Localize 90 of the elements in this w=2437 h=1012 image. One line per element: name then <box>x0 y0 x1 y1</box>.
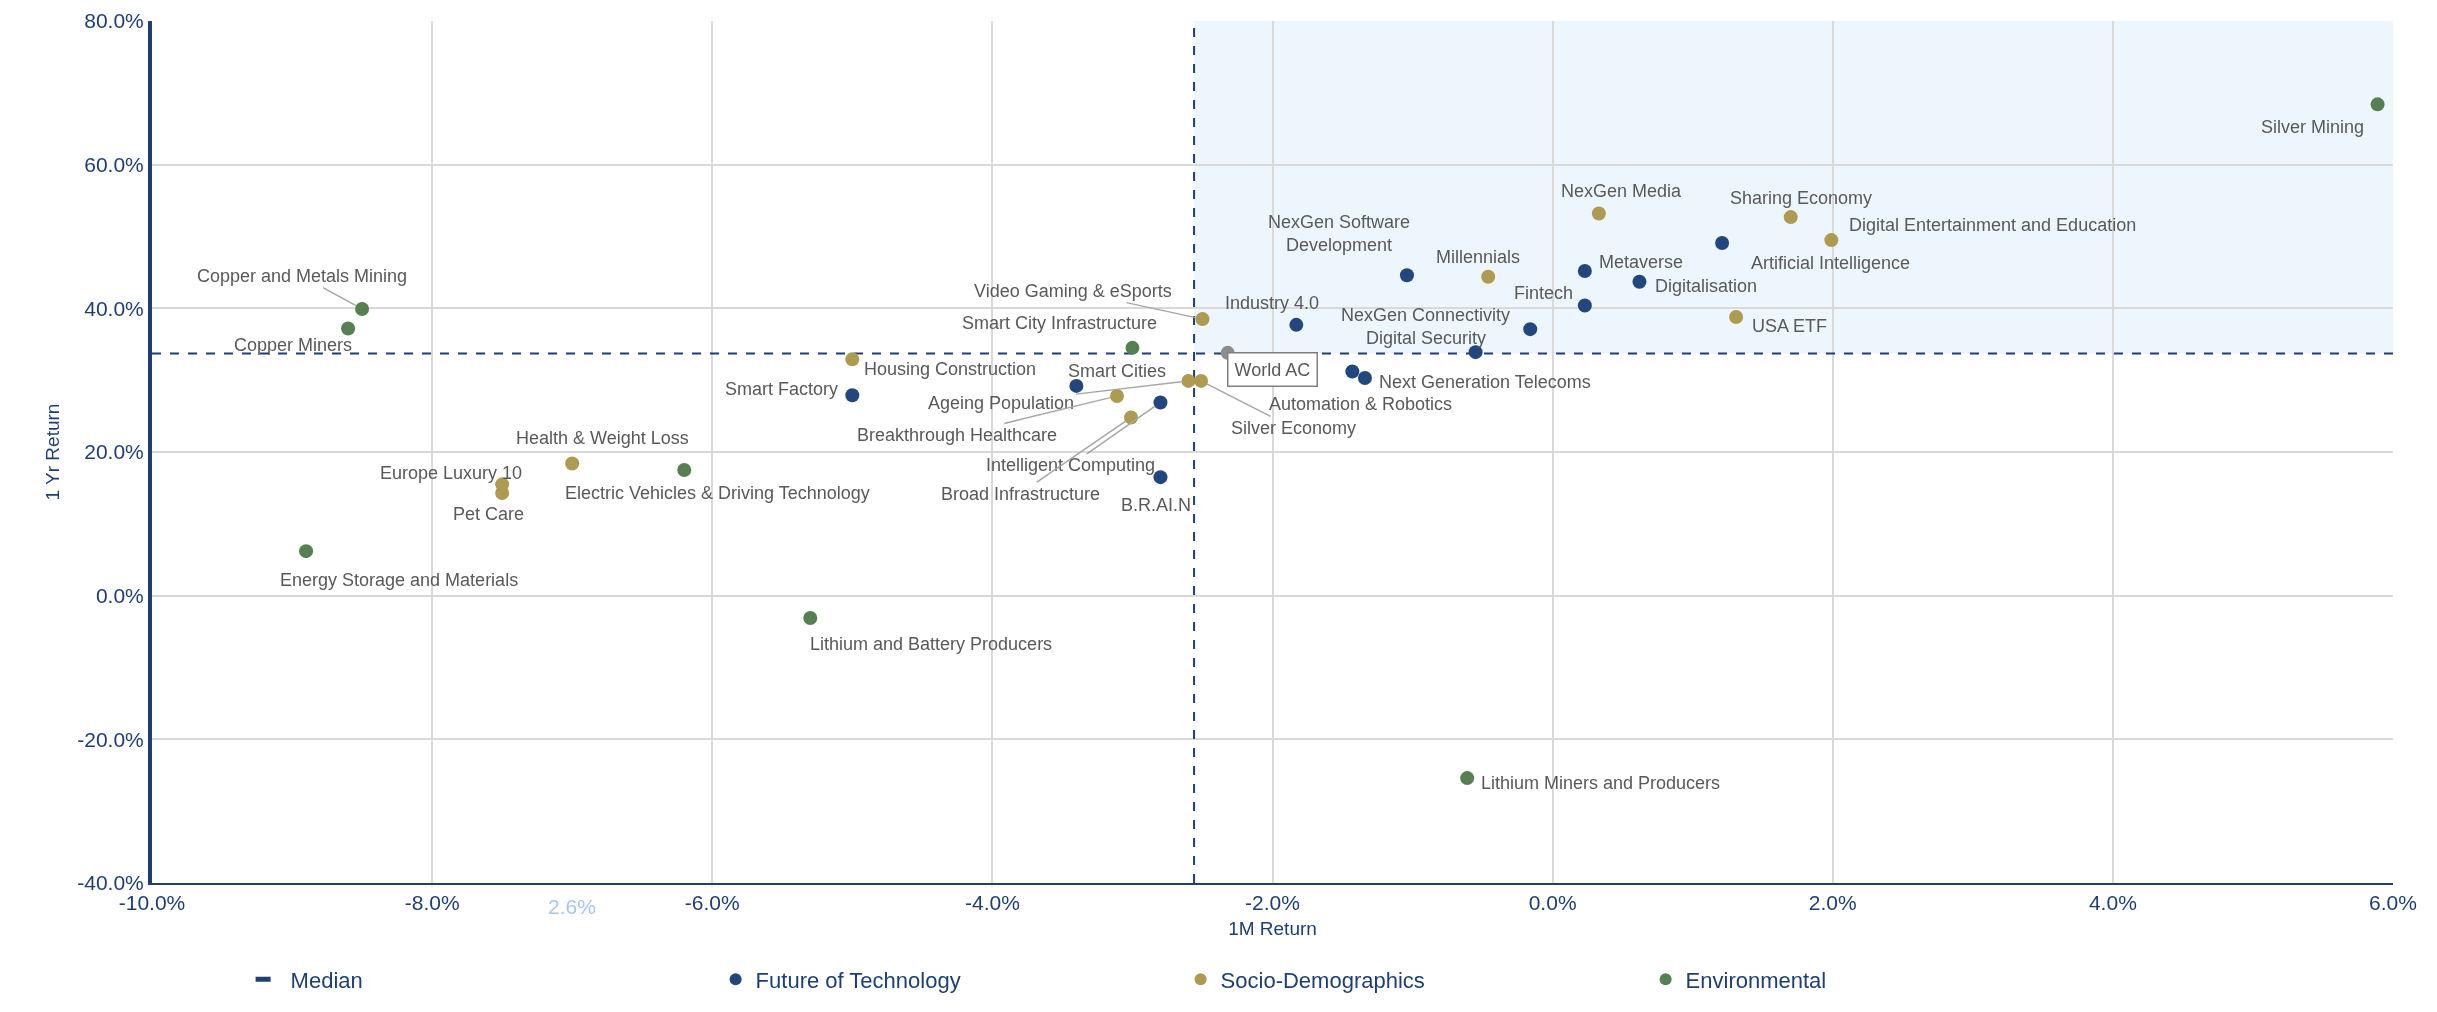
data-label: NexGen Media <box>1561 181 1683 201</box>
x-tick-label: -6.0% <box>684 891 740 915</box>
y-tick-label: 80.0% <box>84 9 144 33</box>
data-label: Intelligent Computing <box>986 455 1156 475</box>
data-label: Health & Weight Loss <box>516 428 689 448</box>
point <box>341 321 356 336</box>
point <box>1715 235 1730 250</box>
data-label: World AC <box>1234 359 1311 380</box>
point <box>355 302 370 317</box>
point <box>2370 97 2385 112</box>
point <box>677 462 692 477</box>
point <box>299 544 314 559</box>
y-tick-label: 40.0% <box>84 296 144 320</box>
legend-label: Socio-Demographics <box>1220 967 1425 993</box>
point <box>845 352 860 367</box>
y-tick-label: 60.0% <box>84 153 144 177</box>
legend-label: Environmental <box>1685 967 1827 993</box>
data-label: USA ETF <box>1752 316 1828 336</box>
point <box>1824 233 1839 248</box>
point <box>1195 312 1210 327</box>
point <box>1577 263 1592 278</box>
data-label: NexGen Connectivity <box>1341 305 1511 325</box>
data-label: Breakthrough Healthcare <box>857 425 1058 445</box>
point <box>1357 371 1372 385</box>
x-tick-label: 2.0% <box>1808 891 1857 915</box>
data-label: Broad Infrastructure <box>941 484 1101 504</box>
point <box>1345 364 1360 379</box>
point <box>1125 340 1140 355</box>
point <box>1729 309 1744 324</box>
data-label: Millennials <box>1436 247 1521 267</box>
legend-label: Median <box>290 967 363 993</box>
point <box>1110 388 1125 403</box>
data-label: Metaverse <box>1599 252 1684 272</box>
point <box>1632 274 1647 289</box>
point <box>1399 268 1414 283</box>
y-axis-title: 1 Yr Return <box>41 403 63 501</box>
data-label: Smart City Infrastructure <box>962 313 1158 333</box>
data-label: Digital Entertainment and Education <box>1849 215 2137 235</box>
x-tick-label: 4.0% <box>2088 891 2137 915</box>
data-label: Fintech <box>1514 283 1574 303</box>
data-label: Lithium Miners and Producers <box>1481 773 1721 793</box>
point <box>1289 317 1304 332</box>
y-tick-label: 20.0% <box>84 440 144 464</box>
text: 2.6% <box>548 895 596 918</box>
data-label: Digitalisation <box>1655 276 1758 296</box>
data-label: Electric Vehicles & Driving Technology <box>565 483 870 503</box>
data-label: Smart Factory <box>725 379 839 399</box>
point <box>1481 269 1496 284</box>
data-label: Smart Cities <box>1068 361 1167 381</box>
data-label: Video Gaming & eSports <box>974 281 1172 301</box>
point <box>565 456 580 471</box>
data-label: Sharing Economy <box>1730 188 1873 208</box>
x-axis-title: 1M Return <box>1228 917 1317 939</box>
data-label: Lithium and Battery Producers <box>810 634 1053 654</box>
x-tick-label: -2.0% <box>1245 891 1300 915</box>
data-label: Pet Care <box>453 504 525 524</box>
point <box>1460 771 1475 786</box>
data-label: Ageing Population <box>928 393 1075 413</box>
data-label: Europe Luxury 10 <box>380 463 523 483</box>
data-label: Housing Construction <box>864 359 1037 379</box>
data-label: Automation & Robotics <box>1269 394 1453 414</box>
x-tick-label: 0.0% <box>1528 891 1577 915</box>
data-label: Energy Storage and Materials <box>280 570 519 590</box>
data-label: B.R.AI.N <box>1121 495 1192 515</box>
x-tick-label: -4.0% <box>964 891 1020 915</box>
data-label: Digital Security <box>1366 328 1487 348</box>
x-tick-label: -8.0% <box>404 891 460 915</box>
point <box>1523 322 1538 337</box>
point <box>1181 373 1196 388</box>
y-tick-label: 0.0% <box>95 584 144 608</box>
y-tick-label: -20.0% <box>77 727 144 751</box>
point <box>1783 210 1798 225</box>
point <box>1591 206 1606 221</box>
x-tick-label: 6.0% <box>2369 891 2417 915</box>
data-label: Copper Miners <box>234 335 353 355</box>
legend-label: Future of Technology <box>755 967 961 993</box>
data-label: Copper and Metals Mining <box>197 266 408 286</box>
data-label: Silver Economy <box>1231 418 1357 438</box>
data-label: Silver Mining <box>2261 117 2365 137</box>
point <box>1577 298 1592 313</box>
data-label: NexGen Software Development <box>1268 212 1411 256</box>
data-label: Next Generation Telecoms <box>1379 372 1591 392</box>
point <box>1153 470 1168 485</box>
point <box>1153 395 1168 410</box>
point <box>1069 378 1084 393</box>
data-label: Artificial Intelligence <box>1751 253 1911 273</box>
data-label: Industry 4.0 <box>1225 293 1320 313</box>
point <box>1194 373 1209 388</box>
point <box>803 610 818 625</box>
point <box>845 388 860 403</box>
